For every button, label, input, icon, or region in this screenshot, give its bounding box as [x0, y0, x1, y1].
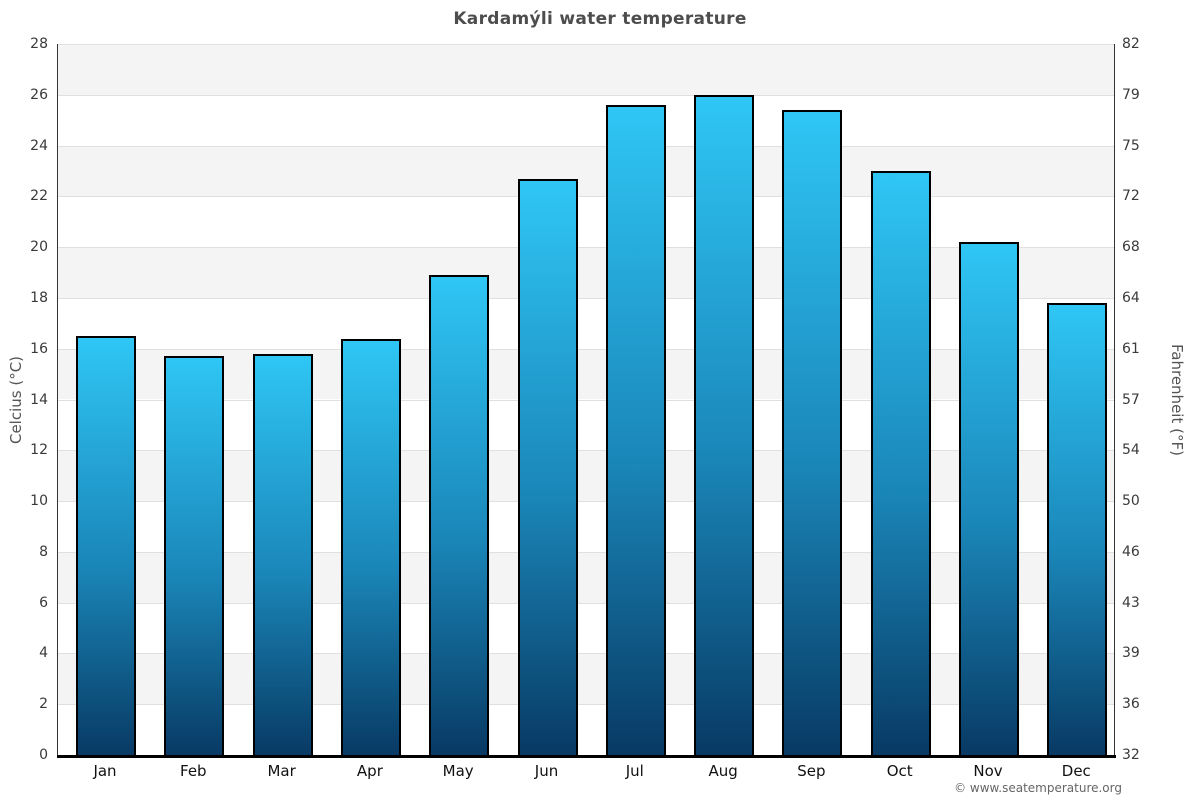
x-tick-feb: Feb: [180, 762, 207, 780]
y-tick-right: 72: [1122, 188, 1140, 205]
gridline: [58, 653, 1114, 655]
plot-band: [58, 94, 1114, 146]
x-tick-may: May: [442, 762, 474, 780]
plot-band: [58, 44, 1114, 95]
y-tick-right: 61: [1122, 340, 1140, 357]
y-tick-right: 79: [1122, 86, 1140, 103]
bar-mar: [252, 353, 313, 755]
gridline: [58, 399, 1114, 401]
y-tick-left: 4: [39, 645, 48, 662]
bar-aug: [694, 94, 755, 755]
plot-band: [58, 348, 1114, 400]
gridline: [58, 348, 1114, 350]
gridline: [58, 501, 1114, 503]
y-tick-right: 43: [1122, 594, 1140, 611]
x-tick-apr: Apr: [356, 762, 383, 780]
bar-may: [429, 275, 490, 755]
y-tick-right: 64: [1122, 289, 1140, 306]
plot-band: [58, 501, 1114, 552]
plot-band: [58, 704, 1114, 755]
y-tick-left: 8: [39, 543, 48, 560]
gridline: [58, 145, 1114, 147]
y-tick-right: 36: [1122, 696, 1140, 713]
bar-nov: [959, 242, 1019, 755]
y-tick-right: 50: [1122, 493, 1140, 510]
plot-band: [58, 399, 1114, 451]
plot-band: [58, 602, 1114, 654]
y-tick-left: 10: [30, 493, 48, 510]
plot-band: [58, 297, 1114, 349]
y-tick-right: 46: [1122, 543, 1140, 560]
bar-dec: [1047, 303, 1108, 755]
y-tick-right: 68: [1122, 239, 1140, 256]
bar-oct: [870, 170, 931, 755]
bar-apr: [340, 338, 401, 755]
copyright-text: © www.seatemperature.org: [954, 781, 1122, 795]
x-axis-line: [57, 755, 1116, 758]
x-tick-sep: Sep: [797, 762, 826, 780]
bar-sep: [782, 110, 843, 755]
y-tick-right: 32: [1122, 747, 1140, 763]
x-tick-nov: Nov: [973, 762, 1003, 780]
x-tick-jan: Jan: [93, 762, 117, 780]
plot-area: [57, 44, 1115, 755]
plot-band: [58, 653, 1114, 705]
plot-band: [58, 450, 1114, 502]
y-tick-right: 82: [1122, 36, 1140, 52]
x-tick-aug: Aug: [708, 762, 738, 780]
y-tick-left: 22: [30, 188, 48, 205]
gridline: [58, 44, 1114, 45]
y-tick-right: 54: [1122, 442, 1140, 459]
y-tick-left: 24: [30, 137, 48, 154]
bar-jul: [605, 104, 666, 755]
x-tick-mar: Mar: [267, 762, 296, 780]
y-tick-right: 39: [1122, 645, 1140, 662]
x-tick-dec: Dec: [1061, 762, 1091, 780]
y-tick-left: 2: [39, 696, 48, 713]
y-axis-title-fahrenheit: Fahrenheit (°F): [1168, 344, 1186, 456]
y-tick-right: 75: [1122, 137, 1140, 154]
gridline: [58, 704, 1114, 706]
x-tick-jul: Jul: [625, 762, 644, 780]
bar-jun: [517, 178, 578, 755]
y-tick-left: 12: [30, 442, 48, 459]
y-tick-left: 26: [30, 86, 48, 103]
y-tick-left: 28: [30, 36, 48, 52]
y-tick-left: 6: [39, 594, 48, 611]
plot-band: [58, 247, 1114, 298]
y-tick-left: 18: [30, 289, 48, 306]
x-tick-oct: Oct: [886, 762, 913, 780]
gridline: [58, 602, 1114, 604]
plot-band: [58, 196, 1114, 248]
gridline: [58, 94, 1114, 96]
bar-jan: [76, 336, 136, 755]
y-tick-left: 14: [30, 391, 48, 408]
x-tick-jun: Jun: [534, 762, 559, 780]
chart-title: Kardamýli water temperature: [453, 9, 747, 29]
y-tick-left: 16: [30, 340, 48, 357]
gridline: [58, 196, 1114, 198]
plot-band: [58, 145, 1114, 197]
y-tick-right: 57: [1122, 391, 1140, 408]
y-tick-left: 20: [30, 239, 48, 256]
gridline: [58, 551, 1114, 553]
bar-feb: [164, 356, 225, 755]
gridline: [58, 297, 1114, 299]
gridline: [58, 247, 1114, 249]
y-tick-left: 0: [39, 747, 48, 763]
plot-band: [58, 551, 1114, 603]
gridline: [58, 450, 1114, 452]
